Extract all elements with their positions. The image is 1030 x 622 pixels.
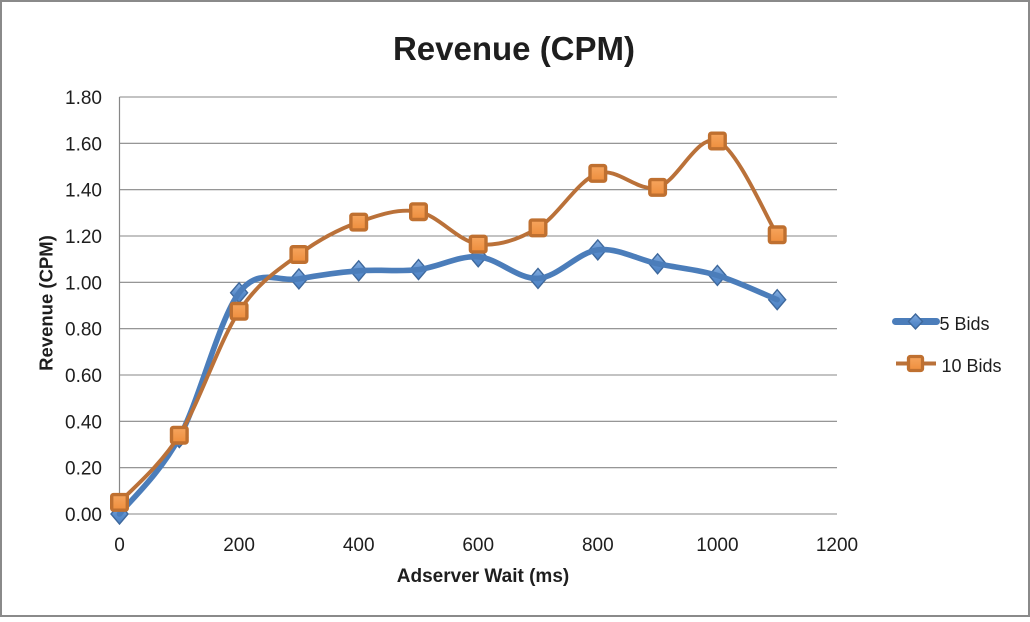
svg-text:800: 800 <box>582 535 614 556</box>
svg-text:Adserver Wait (ms): Adserver Wait (ms) <box>397 566 569 587</box>
svg-text:1.20: 1.20 <box>65 227 102 248</box>
svg-text:0.40: 0.40 <box>65 412 102 433</box>
svg-text:10 Bids: 10 Bids <box>942 356 1002 376</box>
svg-text:1.80: 1.80 <box>65 88 102 109</box>
svg-text:Revenue (CPM): Revenue (CPM) <box>36 235 57 371</box>
svg-text:1000: 1000 <box>696 535 738 556</box>
svg-text:0.20: 0.20 <box>65 459 102 480</box>
svg-text:600: 600 <box>462 535 494 556</box>
svg-text:Revenue (CPM): Revenue (CPM) <box>393 30 635 67</box>
svg-text:0.60: 0.60 <box>65 366 102 387</box>
svg-text:1200: 1200 <box>816 535 858 556</box>
svg-text:200: 200 <box>223 535 255 556</box>
svg-text:0.00: 0.00 <box>65 505 102 526</box>
svg-text:0: 0 <box>114 535 125 556</box>
svg-text:0.80: 0.80 <box>65 320 102 341</box>
svg-text:1.40: 1.40 <box>65 181 102 202</box>
svg-text:1.60: 1.60 <box>65 134 102 155</box>
svg-text:1.00: 1.00 <box>65 273 102 294</box>
svg-text:5 Bids: 5 Bids <box>940 314 990 334</box>
svg-text:400: 400 <box>343 535 375 556</box>
